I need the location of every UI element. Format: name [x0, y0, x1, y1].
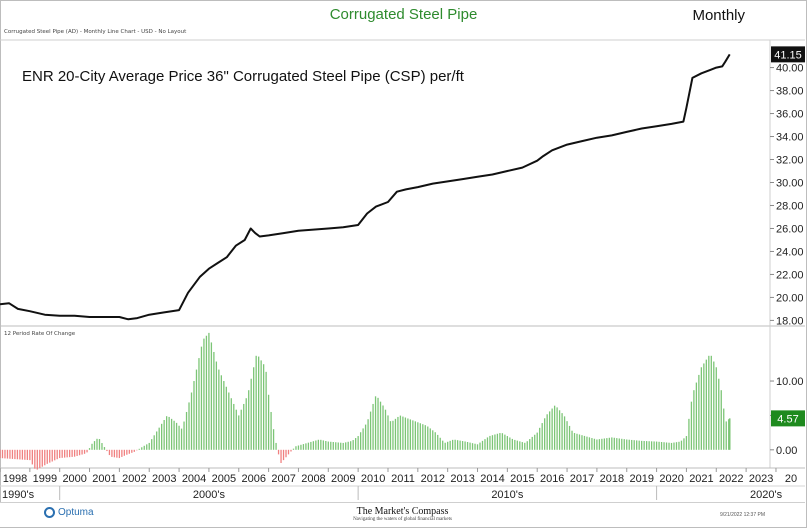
price-y-tick-label: 34.00 [776, 132, 804, 144]
roc-panel-title: 12 Period Rate Of Change [4, 331, 76, 337]
price-y-tick-label: 26.00 [776, 223, 804, 235]
x-tick-label: 2003 [152, 473, 176, 485]
x-tick-label: 2002 [122, 473, 146, 485]
frequency-label[interactable]: Monthly [692, 7, 745, 24]
roc-y-tick-label: 0.00 [776, 445, 797, 457]
x-tick-label: 2001 [92, 473, 116, 485]
price-y-tick-label: 18.00 [776, 315, 804, 327]
x-tick-label: 2015 [510, 473, 534, 485]
x-tick-label: 2010 [361, 473, 385, 485]
x-tick-label: 2011 [391, 473, 415, 485]
x-tick-label: 20 [785, 473, 797, 485]
last-roc-badge-bg [771, 410, 805, 427]
last-price-badge: 41.15 [771, 46, 805, 63]
x-tick-label: 2017 [570, 473, 594, 485]
price-y-axis: 18.00 20.00 22.00 24.00 26.00 28.00 30.00 32.00… [770, 63, 804, 327]
x-tick-label: 2019 [630, 473, 654, 485]
decade-label: 2000's [193, 489, 226, 501]
x-tick-label: 2005 [212, 473, 236, 485]
price-y-tick-label: 38.00 [776, 86, 804, 98]
x-tick-label: 2004 [182, 473, 206, 485]
price-y-tick-label: 40.00 [776, 63, 804, 75]
roc-bars [0, 332, 731, 470]
optuma-logo-icon [44, 507, 55, 518]
x-tick-label: 1999 [33, 473, 57, 485]
x-tick-label: 2021 [689, 473, 713, 485]
x-tick-label: 2022 [719, 473, 743, 485]
decade-label: 2010's [491, 489, 524, 501]
x-tick-label: 2013 [450, 473, 474, 485]
panel-frames [0, 39, 805, 469]
footer-bar: Optuma The Market's Compass Navigating t… [0, 502, 805, 527]
x-tick-label: 2018 [600, 473, 624, 485]
price-y-tick-label: 30.00 [776, 178, 804, 190]
optuma-logo-text: Optuma [58, 507, 94, 518]
last-roc-badge-label: 4.57 [777, 413, 798, 425]
x-tick-label: 1998 [3, 473, 27, 485]
chart-subcaption: Corrugated Steel Pipe (AD) - Monthly Lin… [4, 29, 187, 35]
x-tick-label: 2009 [331, 473, 355, 485]
price-y-tick-label: 28.00 [776, 200, 804, 212]
x-tick-label: 2014 [480, 473, 504, 485]
last-value-badges: 41.15 4.57 [771, 46, 805, 427]
price-panel-title: ENR 20-City Average Price 36" Corrugated… [22, 68, 464, 85]
x-tick-label: 2007 [271, 473, 295, 485]
timestamp: 9/21/2022 12:37 PM [719, 512, 765, 518]
decade-label: 2020's [750, 489, 783, 501]
x-tick-label: 2012 [421, 473, 445, 485]
brand-name: The Market's Compass [356, 506, 449, 517]
x-tick-label: 2000 [62, 473, 86, 485]
x-tick-label: 2020 [659, 473, 683, 485]
price-y-tick-label: 24.00 [776, 246, 804, 258]
last-price-badge-label: 41.15 [774, 49, 802, 61]
price-y-tick-label: 20.00 [776, 292, 804, 304]
optuma-logo[interactable]: Optuma [44, 507, 94, 518]
brand-tagline: Navigating the waters of global financia… [353, 517, 452, 522]
chart-title: Corrugated Steel Pipe [329, 6, 478, 23]
last-price-badge-bg [771, 46, 805, 63]
decade-label: 1990's [2, 489, 35, 501]
x-axis: 1998 1999 2000 2001 2002 2003 2004 2005 2006 2007… [0, 468, 805, 501]
x-tick-label: 2016 [540, 473, 564, 485]
last-roc-badge: 4.57 [771, 410, 805, 427]
price-line [0, 53, 731, 321]
roc-y-tick-label: 10.00 [776, 376, 804, 388]
price-series [0, 53, 731, 321]
x-tick-label: 2008 [301, 473, 325, 485]
x-tick-label: 2006 [242, 473, 266, 485]
price-y-tick-label: 32.00 [776, 155, 804, 167]
price-y-tick-label: 36.00 [776, 109, 804, 121]
price-y-tick-label: 22.00 [776, 269, 804, 281]
x-tick-label: 2023 [749, 473, 773, 485]
